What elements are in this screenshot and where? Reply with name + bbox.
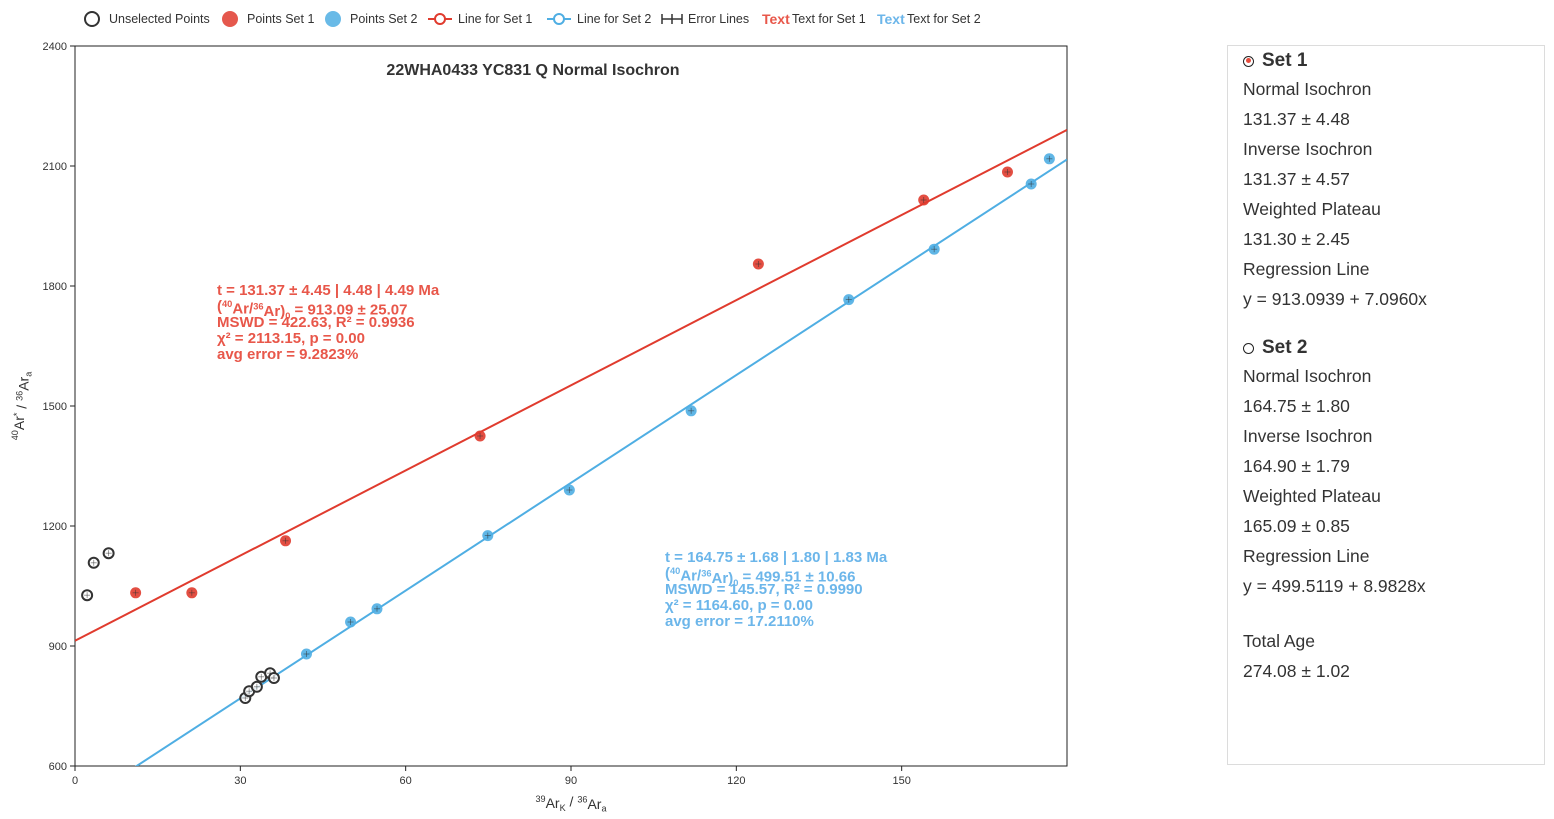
y-tick-label: 1800 (43, 281, 67, 293)
chart-title: 22WHA0433 YC831 Q Normal Isochron (386, 62, 679, 79)
y-tick-label: 1200 (43, 521, 67, 533)
hollow-circle-icon (84, 11, 100, 27)
y-tick-label: 2100 (43, 161, 67, 173)
set2-result-text-line: χ² = 1164.60, p = 0.00 (665, 597, 813, 614)
total-age-label: Total Age (1243, 631, 1315, 651)
legend-label: Error Lines (688, 12, 749, 26)
set2-regression-label: Regression Line (1243, 546, 1370, 566)
x-tick-label: 90 (565, 775, 577, 787)
radio-selected-icon[interactable] (1243, 55, 1254, 67)
legend-label: Line for Set 1 (458, 12, 532, 26)
set2-normal-label: Normal Isochron (1243, 366, 1372, 386)
set1-result-text-line: t = 131.37 ± 4.45 | 4.48 | 4.49 Ma (217, 282, 440, 299)
regression-line-set1 (75, 128, 1067, 642)
set2-title: Set 2 (1262, 337, 1308, 358)
set1-regression-label: Regression Line (1243, 259, 1370, 279)
legend-item-unselected[interactable]: Unselected Points (84, 11, 210, 27)
legend-label: Unselected Points (109, 12, 210, 26)
set1-title: Set 1 (1262, 50, 1308, 71)
set1-result-text-line: χ² = 2113.15, p = 0.00 (217, 330, 365, 347)
legend-label: Text for Set 2 (907, 12, 981, 26)
set2-plateau-value: 165.09 ± 0.85 (1243, 516, 1350, 536)
set1-result-text-line: (40Ar/36Ar)0 = 913.09 ± 25.07 (217, 298, 407, 321)
y-tick-label: 600 (49, 761, 67, 773)
set2-inverse-label: Inverse Isochron (1243, 426, 1373, 446)
x-tick-label: 0 (72, 775, 78, 787)
set1-inverse-value: 131.37 ± 4.57 (1243, 169, 1350, 189)
set1-normal-label: Normal Isochron (1243, 79, 1372, 99)
x-tick-label: 150 (892, 775, 910, 787)
legend-item-points1[interactable]: Points Set 1 (222, 11, 314, 27)
red-circle-icon (222, 11, 238, 27)
legend: Unselected Points Points Set 1 Points Set … (84, 11, 981, 27)
set1-block: Set 1 Normal Isochron 131.37 ± 4.48 Inve… (1243, 48, 1427, 314)
line-marker-icon (553, 13, 565, 25)
legend-label: Points Set 1 (247, 12, 314, 26)
set1-plateau-value: 131.30 ± 2.45 (1243, 229, 1350, 249)
y-tick-label: 1500 (43, 401, 67, 413)
set1-plateau-label: Weighted Plateau (1243, 199, 1381, 219)
results-panel: Set 1 Normal Isochron 131.37 ± 4.48 Inve… (1227, 45, 1545, 765)
set1-radio[interactable]: Set 1 (1243, 48, 1427, 74)
x-tick-label: 60 (400, 775, 412, 787)
legend-item-text1[interactable]: Text Text for Set 1 (762, 11, 866, 27)
set2-normal-value: 164.75 ± 1.80 (1243, 396, 1350, 416)
text-glyph-icon: Text (762, 11, 790, 27)
x-tick-label: 30 (234, 775, 246, 787)
legend-label: Points Set 2 (350, 12, 417, 26)
legend-item-text2[interactable]: Text Text for Set 2 (877, 11, 981, 27)
plot-area: 0 30 60 90 120 150 600 900 1200 1500 1800 2100 2400 3… (10, 41, 1068, 814)
set2-result-text-line: (40Ar/36Ar)0 = 499.51 ± 10.66 (665, 565, 855, 588)
set2-block: Set 2 Normal Isochron 164.75 ± 1.80 Inve… (1243, 335, 1426, 601)
x-tick-label: 120 (727, 775, 745, 787)
x-axis-label: 39ArK / 36Ara (535, 794, 607, 814)
set1-result-text: t = 131.37 ± 4.45 | 4.48 | 4.49 Ma(40Ar/… (217, 282, 440, 363)
legend-item-error[interactable]: Error Lines (661, 12, 749, 26)
legend-item-line1[interactable]: Line for Set 1 (428, 12, 532, 26)
set1-result-text-line: MSWD = 422.63, R² = 0.9936 (217, 314, 415, 331)
text-glyph-icon: Text (877, 11, 905, 27)
set1-result-text-line: avg error = 9.2823% (217, 346, 358, 363)
legend-label: Text for Set 1 (792, 12, 866, 26)
radio-unselected-icon[interactable] (1243, 342, 1254, 354)
set2-result-text-line: avg error = 17.2110% (665, 613, 814, 630)
y-tick-label: 900 (49, 641, 67, 653)
set2-inverse-value: 164.90 ± 1.79 (1243, 456, 1350, 476)
y-axis-label: 40Ar* / 36Ara (10, 371, 33, 440)
set2-regression-value: y = 499.5119 + 8.9828x (1243, 576, 1426, 596)
set2-result-text-line: MSWD = 145.57, R² = 0.9990 (665, 581, 863, 598)
legend-item-points2[interactable]: Points Set 2 (325, 11, 417, 27)
set1-inverse-label: Inverse Isochron (1243, 139, 1373, 159)
y-tick-label: 2400 (43, 41, 67, 53)
line-marker-icon (434, 13, 446, 25)
total-age-block: Total Age 274.08 ± 1.02 (1243, 626, 1350, 686)
set2-radio[interactable]: Set 2 (1243, 335, 1426, 361)
regression-line-set2 (134, 158, 1067, 766)
legend-label: Line for Set 2 (577, 12, 651, 26)
blue-circle-icon (325, 11, 341, 27)
set2-result-text-line: t = 164.75 ± 1.68 | 1.80 | 1.83 Ma (665, 549, 888, 566)
plot-frame (74, 45, 1068, 767)
legend-item-line2[interactable]: Line for Set 2 (547, 12, 651, 26)
set1-normal-value: 131.37 ± 4.48 (1243, 109, 1350, 129)
set2-plateau-label: Weighted Plateau (1243, 486, 1381, 506)
total-age-value: 274.08 ± 1.02 (1243, 661, 1350, 681)
set1-regression-value: y = 913.0939 + 7.0960x (1243, 289, 1427, 309)
set2-result-text: t = 164.75 ± 1.68 | 1.80 | 1.83 Ma(40Ar/… (665, 549, 888, 630)
